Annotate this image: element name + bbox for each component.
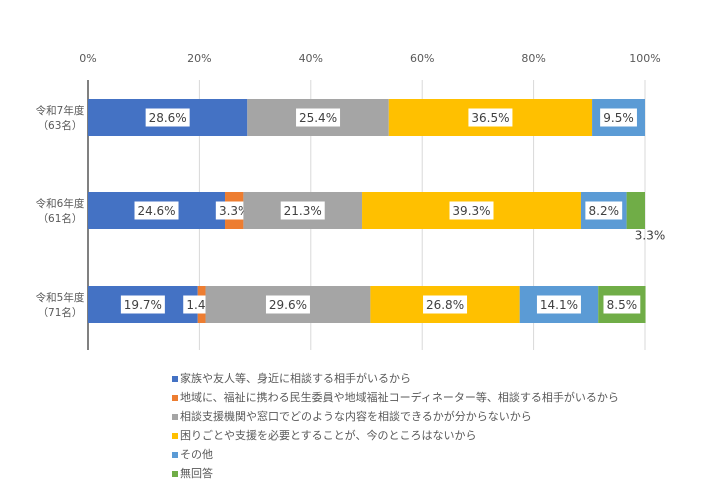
legend-item: 無回答	[172, 464, 619, 483]
data-label: 24.6%	[137, 204, 175, 218]
data-label-bg	[145, 108, 190, 127]
x-tick-label: 100%	[629, 52, 660, 65]
legend-item: 家族や友人等、身近に相談する相手がいるから	[172, 369, 619, 388]
data-label: 3.3%	[635, 229, 666, 243]
legend-label: 地域に、福祉に携わる民生委員や地域福祉コーディネーター等、相談する相手がいるから	[180, 391, 619, 404]
data-label: 19.7%	[124, 298, 162, 312]
category-label: 令和6年度	[36, 197, 85, 210]
legend-swatch	[172, 376, 178, 382]
data-label: 26.8%	[426, 298, 464, 312]
x-tick-label: 80%	[521, 52, 545, 65]
legend-item: 相談支援機関や窓口でどのような内容を相談できるかが分からないから	[172, 407, 619, 426]
data-label-bg	[600, 108, 637, 127]
data-label: 28.6%	[149, 111, 187, 125]
legend-item: 地域に、福祉に携わる民生委員や地域福祉コーディネーター等、相談する相手がいるから	[172, 388, 619, 407]
legend-label: 家族や友人等、身近に相談する相手がいるから	[180, 372, 411, 385]
data-label-bg	[468, 108, 513, 127]
data-label-bg	[120, 295, 165, 314]
data-label-bg	[603, 295, 641, 314]
legend-label: その他	[180, 448, 213, 461]
data-label-bg	[536, 295, 581, 314]
legend-item: その他	[172, 445, 619, 464]
x-tick-label: 0%	[79, 52, 96, 65]
category-label: 令和5年度	[36, 291, 85, 304]
data-label: 39.3%	[452, 204, 490, 218]
legend-swatch	[172, 433, 178, 439]
data-label: 29.6%	[269, 298, 307, 312]
data-label-bg	[585, 201, 623, 220]
category-label: （63名）	[38, 119, 83, 132]
data-label: 8.2%	[589, 204, 620, 218]
data-label-bg	[449, 201, 494, 220]
stacked-bar-chart: 0% 20% 40% 60% 80% 100% 令和7年度 （63名） 28.6% 25.4% 36…	[36, 52, 666, 350]
data-label: 36.5%	[471, 111, 509, 125]
category-label: （61名）	[38, 212, 83, 225]
data-label: 14.1%	[540, 298, 578, 312]
data-label: 9.5%	[603, 111, 634, 125]
legend-label: 相談支援機関や窓口でどのような内容を相談できるかが分からないから	[180, 410, 532, 423]
data-label-bg	[265, 295, 310, 314]
data-label-bg	[280, 201, 325, 220]
data-label: 25.4%	[299, 111, 337, 125]
legend-label: 無回答	[180, 467, 213, 480]
category-label: （71名）	[38, 306, 83, 319]
data-label-bg	[423, 295, 468, 314]
x-tick-label: 20%	[187, 52, 211, 65]
bar-segment	[626, 192, 645, 229]
category-label: 令和7年度	[36, 104, 85, 117]
legend-swatch	[172, 395, 178, 401]
legend-swatch	[172, 452, 178, 458]
legend: 家族や友人等、身近に相談する相手がいるから地域に、福祉に携わる民生委員や地域福祉…	[172, 369, 619, 483]
legend-swatch	[172, 471, 178, 477]
data-label: 21.3%	[284, 204, 322, 218]
data-label-bg	[134, 201, 179, 220]
data-label-bg	[296, 108, 341, 127]
data-label: 8.5%	[607, 298, 638, 312]
legend-swatch	[172, 414, 178, 420]
legend-item: 困りごとや支援を必要とすることが、今のところはないから	[172, 426, 619, 445]
x-tick-label: 60%	[410, 52, 434, 65]
legend-label: 困りごとや支援を必要とすることが、今のところはないから	[180, 429, 477, 442]
data-label: 3.3%	[219, 204, 250, 218]
x-tick-label: 40%	[299, 52, 323, 65]
